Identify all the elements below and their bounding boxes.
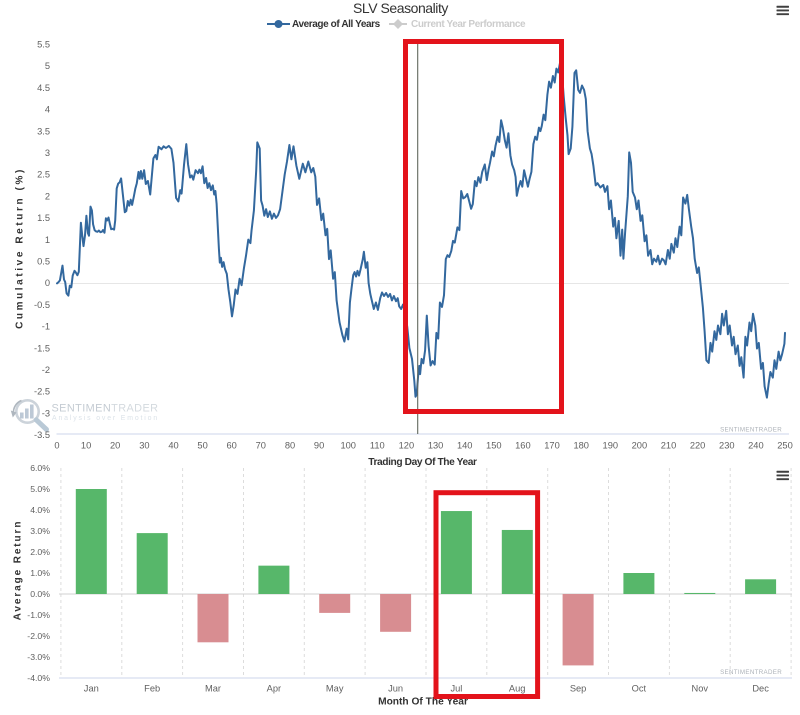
- svg-text:5.0%: 5.0%: [30, 484, 50, 494]
- svg-text:-2.0%: -2.0%: [27, 631, 50, 641]
- svg-text:130: 130: [428, 441, 444, 451]
- svg-text:70: 70: [256, 441, 266, 451]
- svg-text:180: 180: [573, 441, 589, 451]
- svg-text:Feb: Feb: [144, 684, 160, 694]
- svg-text:110: 110: [370, 441, 385, 451]
- svg-text:Jan: Jan: [84, 684, 99, 694]
- svg-text:30: 30: [139, 441, 149, 451]
- svg-text:May: May: [326, 684, 344, 694]
- svg-text:90: 90: [314, 441, 324, 451]
- svg-text:-2.5: -2.5: [34, 387, 50, 397]
- svg-text:5.5: 5.5: [37, 40, 50, 50]
- svg-text:0: 0: [54, 441, 59, 451]
- svg-text:Analysis over Emotion: Analysis over Emotion: [52, 415, 159, 422]
- svg-text:SENTIMENTRADER: SENTIMENTRADER: [720, 427, 782, 434]
- svg-text:0: 0: [45, 278, 50, 288]
- svg-text:Aug: Aug: [509, 684, 526, 694]
- svg-text:2.0%: 2.0%: [30, 547, 50, 557]
- svg-text:Current Year Performance: Current Year Performance: [411, 19, 526, 30]
- svg-text:Month Of The Year: Month Of The Year: [378, 697, 468, 708]
- svg-text:0.5: 0.5: [37, 257, 50, 267]
- svg-text:Mar: Mar: [205, 684, 221, 694]
- svg-text:-1: -1: [42, 322, 50, 332]
- svg-text:80: 80: [285, 441, 295, 451]
- svg-text:150: 150: [486, 441, 502, 451]
- svg-text:170: 170: [544, 441, 560, 451]
- svg-text:10: 10: [81, 441, 91, 451]
- svg-text:1: 1: [45, 235, 50, 245]
- svg-text:3: 3: [45, 148, 50, 158]
- svg-text:Jul: Jul: [450, 684, 462, 694]
- svg-text:-2: -2: [42, 365, 50, 375]
- svg-text:40: 40: [168, 441, 178, 451]
- svg-text:Average of All Years: Average of All Years: [292, 19, 381, 30]
- svg-text:SENTIMENTRADER: SENTIMENTRADER: [720, 669, 782, 676]
- svg-text:Dec: Dec: [752, 684, 769, 694]
- svg-text:120: 120: [399, 441, 415, 451]
- svg-text:Sep: Sep: [570, 684, 587, 694]
- svg-text:Oct: Oct: [632, 684, 647, 694]
- svg-text:200: 200: [632, 441, 648, 451]
- svg-text:Nov: Nov: [692, 684, 709, 694]
- svg-text:SLV Seasonality: SLV Seasonality: [353, 0, 448, 16]
- svg-text:50: 50: [197, 441, 207, 451]
- svg-text:4.0%: 4.0%: [30, 505, 50, 515]
- svg-text:2: 2: [45, 191, 50, 201]
- svg-text:60: 60: [227, 441, 237, 451]
- svg-text:-1.5: -1.5: [34, 343, 50, 353]
- svg-text:140: 140: [457, 441, 473, 451]
- svg-text:0.0%: 0.0%: [30, 589, 50, 599]
- svg-text:5: 5: [45, 61, 50, 71]
- svg-text:3.0%: 3.0%: [30, 526, 50, 536]
- svg-text:Cumulative Return (%): Cumulative Return (%): [15, 167, 26, 329]
- svg-text:4: 4: [45, 105, 50, 115]
- svg-text:-3: -3: [42, 408, 50, 418]
- svg-text:Average Return: Average Return: [12, 520, 23, 621]
- svg-text:20: 20: [110, 441, 120, 451]
- svg-text:190: 190: [603, 441, 619, 451]
- svg-text:-3.5: -3.5: [34, 430, 50, 440]
- svg-text:6.0%: 6.0%: [30, 463, 50, 473]
- svg-text:-0.5: -0.5: [34, 300, 50, 310]
- svg-text:100: 100: [340, 441, 356, 451]
- svg-text:-1.0%: -1.0%: [27, 610, 50, 620]
- svg-text:160: 160: [515, 441, 531, 451]
- svg-text:Trading Day Of The Year: Trading Day Of The Year: [368, 457, 477, 468]
- svg-text:-3.0%: -3.0%: [27, 652, 50, 662]
- svg-text:1.0%: 1.0%: [30, 568, 50, 578]
- svg-text:1.5: 1.5: [37, 213, 50, 223]
- svg-text:220: 220: [690, 441, 706, 451]
- svg-text:SENTIMENTRADER: SENTIMENTRADER: [52, 403, 159, 415]
- svg-text:240: 240: [748, 441, 764, 451]
- svg-text:250: 250: [777, 441, 793, 451]
- svg-text:Jun: Jun: [388, 684, 403, 694]
- svg-text:3.5: 3.5: [37, 126, 50, 136]
- svg-text:Apr: Apr: [267, 684, 281, 694]
- svg-text:230: 230: [719, 441, 735, 451]
- svg-text:2.5: 2.5: [37, 170, 50, 180]
- svg-text:210: 210: [661, 441, 677, 451]
- svg-text:-4.0%: -4.0%: [27, 673, 50, 683]
- svg-text:4.5: 4.5: [37, 83, 50, 93]
